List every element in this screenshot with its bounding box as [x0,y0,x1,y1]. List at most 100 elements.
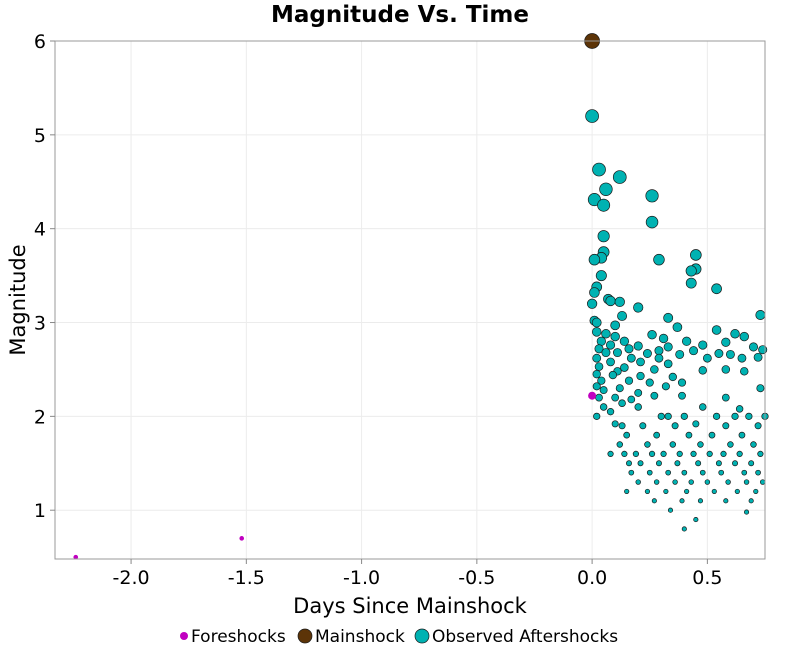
observed-aftershocks-point [748,342,759,352]
observed-aftershocks-point [755,310,766,320]
observed-aftershocks-point [688,479,694,485]
observed-aftershocks-point [597,230,610,243]
observed-aftershocks-point [727,441,734,448]
observed-aftershocks-point [723,498,729,504]
observed-aftershocks-point [743,479,750,485]
y-axis-label: Magnitude [6,244,30,355]
observed-aftershocks-point [654,353,664,363]
y-tick-label: 6 [34,31,46,53]
observed-aftershocks-point [731,412,739,420]
observed-aftershocks-point [663,342,673,352]
observed-aftershocks-point [711,488,717,495]
observed-aftershocks-point [685,277,697,289]
observed-aftershocks-point [702,353,712,363]
observed-aftershocks-point [699,403,707,411]
observed-aftershocks-point [596,336,606,346]
observed-aftershocks-point [588,253,601,266]
observed-aftershocks-point [735,405,744,413]
axis-ticks: -2.0 -1.5 -1.0 -0.5 0.0 0.5 1 2 3 4 5 6 [34,31,723,589]
observed-aftershocks-point [663,359,673,369]
observed-aftershocks-point [711,325,722,335]
legend-mainshock-marker [297,628,313,644]
observed-aftershocks-point [734,488,740,495]
observed-aftershocks-point [653,253,665,266]
observed-aftershocks-point [661,382,670,391]
observed-aftershocks-point [690,249,702,261]
observed-aftershocks-point [634,388,643,397]
observed-aftershocks-point [650,391,659,400]
observed-aftershocks-point [597,198,611,212]
observed-aftershocks-point [693,517,699,523]
observed-aftershocks-point [624,376,634,385]
observed-aftershocks-point [681,336,692,346]
observed-aftershocks-point [653,431,661,439]
observed-aftershocks-point [745,412,753,420]
observed-aftershocks-point [692,420,700,428]
observed-aftershocks-point [681,469,688,476]
plot-frame [54,40,766,560]
observed-aftershocks-point [658,333,669,344]
observed-aftershocks-point [651,498,657,504]
observed-aftershocks-point [676,450,683,458]
observed-aftershocks-point [628,469,635,476]
observed-aftershocks-point [721,393,730,402]
observed-aftershocks-point [605,295,616,307]
observed-aftershocks-point [663,312,674,323]
observed-aftershocks-point [626,353,636,363]
observed-aftershocks-point [668,372,677,382]
observed-aftershocks-point [681,526,687,532]
observed-aftershocks-point [620,363,629,372]
observed-aftershocks-point [612,170,627,184]
observed-aftershocks-point [634,403,642,411]
observed-aftershocks-point [690,450,697,458]
observed-aftershocks-point [606,407,615,416]
observed-aftershocks-point [739,331,749,342]
x-tick-label: 0.5 [692,567,722,589]
observed-aftershocks-point [667,507,674,513]
y-tick-label: 5 [34,125,46,147]
observed-aftershocks-point [758,345,768,355]
observed-aftershocks-point [633,302,644,313]
observed-aftershocks-point [736,450,743,458]
observed-aftershocks-point [725,479,731,485]
observed-aftershocks-point [607,450,614,458]
observed-aftershocks-point [599,403,608,411]
observed-aftershocks-point [591,317,602,328]
observed-aftershocks-point [645,378,654,387]
observed-aftershocks-point [721,365,731,374]
legend-foreshocks-label: Foreshocks [191,627,286,647]
y-tick-label: 4 [34,219,46,241]
observed-aftershocks-point [697,441,704,448]
observed-aftershocks-point [621,450,628,458]
observed-aftershocks-point [684,488,690,495]
observed-aftershocks-point [744,509,750,515]
observed-aftershocks-point [645,215,659,229]
observed-aftershocks-point [636,357,645,367]
observed-aftershocks-point [644,441,651,448]
observed-aftershocks-point [592,353,602,363]
foreshocks-point [239,536,245,541]
observed-aftershocks-point [672,322,683,333]
observed-aftershocks-point [617,310,628,321]
observed-aftershocks-point [680,412,688,420]
observed-aftershocks-point [722,422,730,430]
observed-aftershocks-point [589,287,600,298]
observed-aftershocks-point [748,460,755,467]
observed-aftershocks-point [757,450,764,458]
observed-aftershocks-point [730,329,740,339]
observed-aftershocks-point [648,450,656,458]
x-tick-label: 0.0 [577,567,607,589]
observed-aftershocks-point [597,376,606,385]
observed-aftershocks-point [660,450,667,458]
observed-aftershocks-point [732,460,739,467]
observed-aftershocks-point [714,349,724,358]
observed-aftershocks-point [595,270,607,282]
observed-aftershocks-point [637,460,644,467]
observed-aftershocks-point [679,498,685,504]
foreshocks-point [73,554,79,560]
observed-aftershocks-point [594,362,604,371]
observed-aftershocks-point [665,469,672,476]
observed-aftershocks-point [614,296,625,308]
observed-aftershocks-point [591,327,602,337]
observed-aftershocks-point [601,329,611,339]
